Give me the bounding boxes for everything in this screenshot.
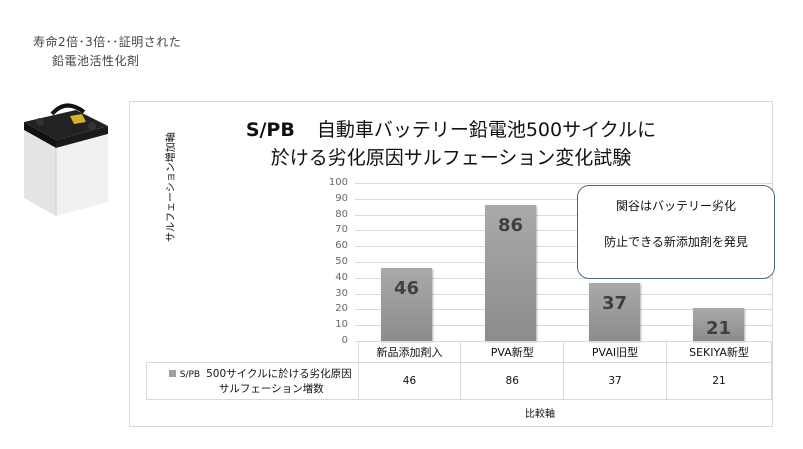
y-tick: 20 <box>335 303 348 315</box>
category-label: SEKIYA新型 <box>665 341 773 363</box>
gridline <box>355 246 772 248</box>
gridline <box>355 198 772 200</box>
category-label: PVA新型 <box>460 341 565 363</box>
bar-pva-old: 37 <box>589 282 640 341</box>
annotation-line-1: 関谷はバッテリー劣化 <box>615 199 736 213</box>
legend-line-2: サルフェーション増数 <box>218 382 324 395</box>
bar-value-label: 21 <box>705 317 732 339</box>
gridline <box>355 230 772 232</box>
y-tick: 0 <box>341 335 348 346</box>
bar-shinpin: 46 <box>381 268 432 341</box>
bar-value-label: 46 <box>393 278 420 300</box>
y-tick: 10 <box>335 319 348 331</box>
chart-title-prefix: S/PB <box>245 119 295 141</box>
table-corner <box>147 342 359 363</box>
chart-title-line-2: 於ける劣化原因サルフェーション変化試験 <box>270 147 632 169</box>
car-battery-icon <box>24 103 108 216</box>
bar-value-label: 37 <box>601 292 628 314</box>
table-value: 86 <box>460 362 565 400</box>
gridline <box>355 309 772 311</box>
y-tick: 60 <box>335 240 348 252</box>
series-legend: S/PB 500サイクルに於ける劣化原因 サルフェーション増数 <box>146 362 359 400</box>
y-tick: 80 <box>335 208 348 220</box>
y-tick: 40 <box>335 271 348 283</box>
bar-chart: S/PB 自動車バッテリー鉛電池500サイクルに 於ける劣化原因サルフェーション変… <box>129 101 775 427</box>
x-axis-title: 比較軸 <box>525 409 555 420</box>
heading-line-1: 寿命2倍･3倍･･証明された <box>33 35 182 49</box>
bar-sekiya-new: 21 <box>693 307 744 341</box>
table-value: 37 <box>563 362 667 400</box>
bar-value-label: 86 <box>497 215 524 237</box>
annotation-box: 関谷はバッテリー劣化 防止できる新添加剤を発見 <box>577 185 775 279</box>
table-value: 21 <box>665 362 773 400</box>
data-table: 新品添加剤入 PVA新型 PVAI旧型 SEKIYA新型 S/PB 500サイクル… <box>146 341 773 400</box>
table-row: S/PB 500サイクルに於ける劣化原因 サルフェーション増数 46 86 37 … <box>146 362 773 400</box>
legend-prefix: S/PB <box>179 369 201 380</box>
gridline <box>355 277 772 279</box>
heading-line-2: 鉛電池活性化剤 <box>52 54 140 68</box>
legend-key-swatch <box>168 370 176 377</box>
chart-title: S/PB 自動車バッテリー鉛電池500サイクルに 於ける劣化原因サルフェーション変… <box>130 116 772 172</box>
gridline <box>355 183 772 184</box>
annotation-line-2: 防止できる新添加剤を発見 <box>604 235 748 249</box>
y-tick: 30 <box>335 287 348 299</box>
gridline <box>355 325 772 327</box>
legend-line-1: 500サイクルに於ける劣化原因 <box>206 367 352 380</box>
gridline <box>355 262 772 263</box>
gridline <box>355 214 772 216</box>
y-tick: 50 <box>335 256 348 267</box>
category-label: 新品添加剤入 <box>357 341 462 363</box>
y-tick: 90 <box>335 192 348 204</box>
chart-title-line-1: 自動車バッテリー鉛電池500サイクルに <box>316 119 657 141</box>
y-tick: 70 <box>335 224 348 236</box>
bar-pva-new: 86 <box>485 205 536 341</box>
y-tick: 100 <box>328 177 348 188</box>
category-label: PVAI旧型 <box>563 341 667 363</box>
gridline <box>355 293 772 295</box>
table-value: 46 <box>357 362 462 400</box>
y-axis-title: サルフェーション増加軸 <box>166 132 177 242</box>
